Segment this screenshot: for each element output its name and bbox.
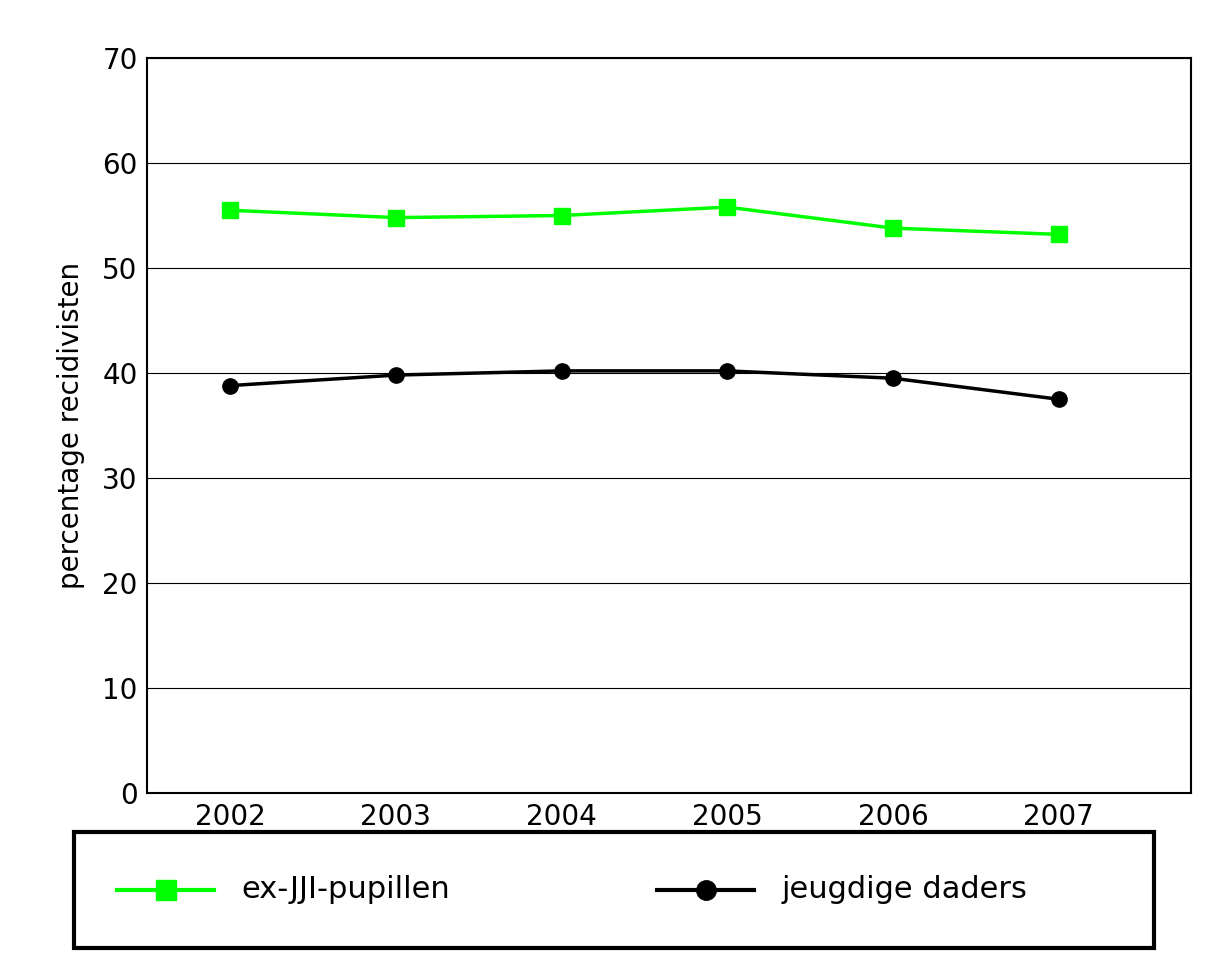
Y-axis label: percentage recidivisten: percentage recidivisten: [58, 262, 86, 589]
Text: jeugdige daders: jeugdige daders: [781, 875, 1028, 904]
X-axis label: jaar van oplegging/uitstroom: jaar van oplegging/uitstroom: [468, 844, 871, 872]
FancyBboxPatch shape: [74, 832, 1154, 948]
Text: ex-JJI-pupillen: ex-JJI-pupillen: [241, 875, 449, 904]
